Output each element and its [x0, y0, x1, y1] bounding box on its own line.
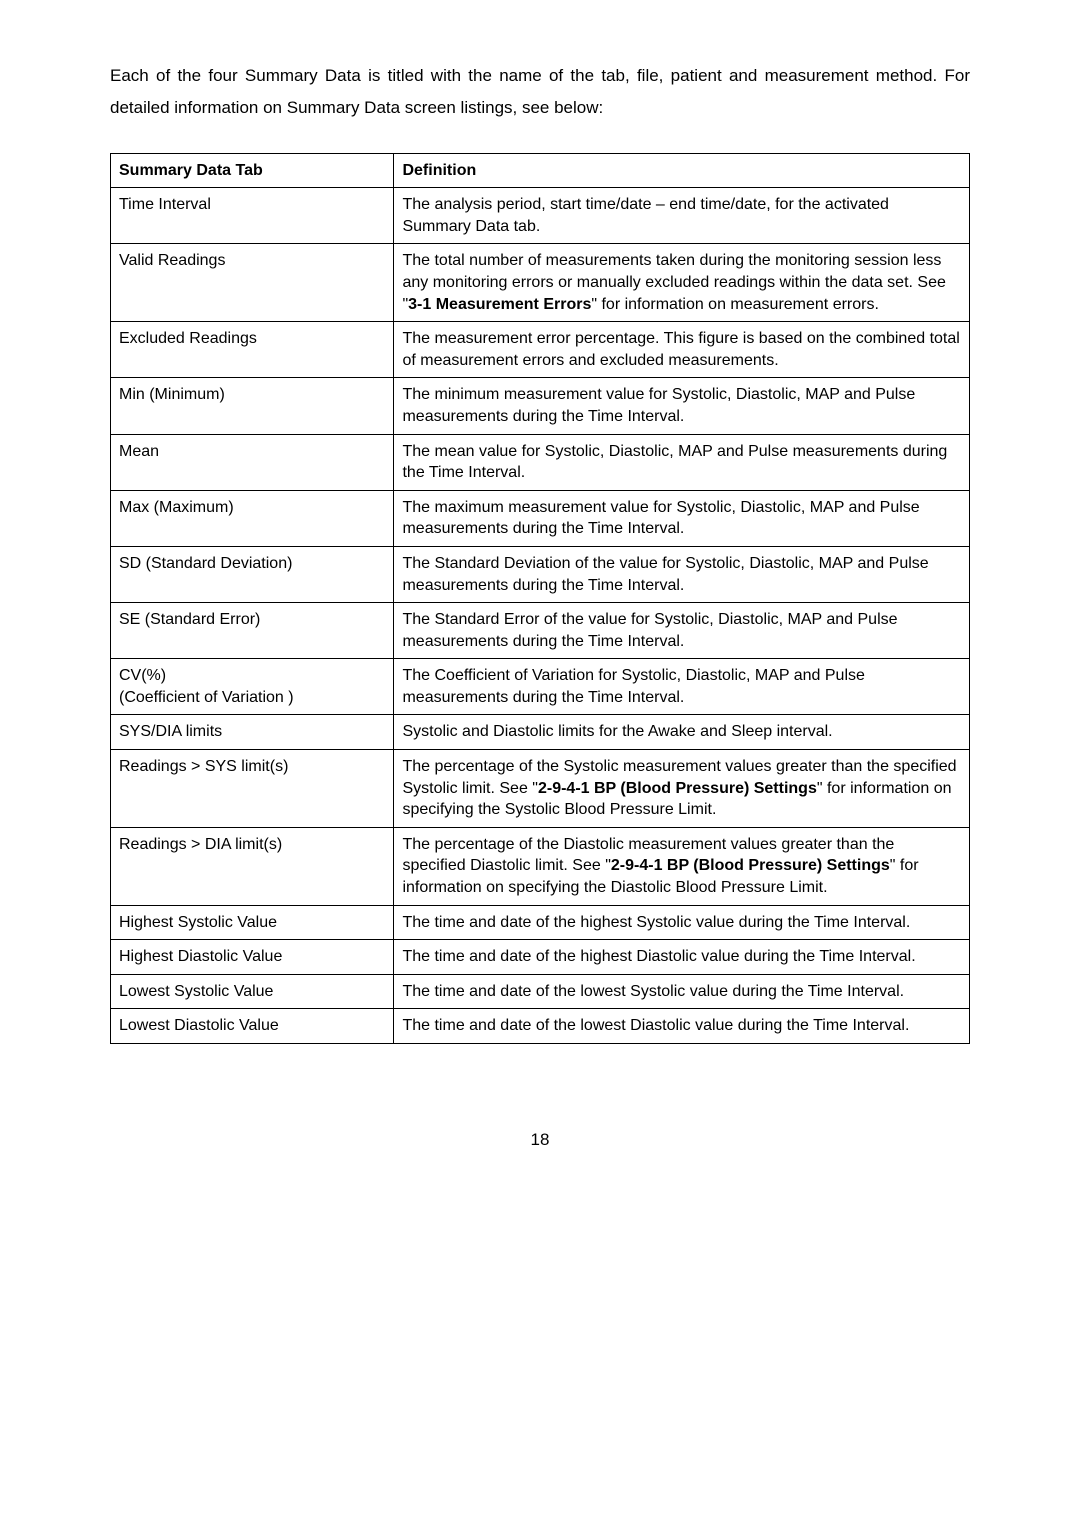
row-definition: The total number of measurements taken d… [394, 244, 970, 322]
table-row: SE (Standard Error)The Standard Error of… [111, 603, 970, 659]
row-definition: The percentage of the Diastolic measurem… [394, 827, 970, 905]
table-body: Time IntervalThe analysis period, start … [111, 188, 970, 1044]
row-definition: Systolic and Diastolic limits for the Aw… [394, 715, 970, 750]
row-definition: The time and date of the lowest Diastoli… [394, 1009, 970, 1044]
row-definition: The Standard Deviation of the value for … [394, 546, 970, 602]
row-label: Mean [111, 434, 394, 490]
row-label: Readings > DIA limit(s) [111, 827, 394, 905]
intro-paragraph: Each of the four Summary Data is titled … [110, 60, 970, 125]
row-label: SYS/DIA limits [111, 715, 394, 750]
bold-reference: 2-9-4-1 BP (Blood Pressure) Settings [538, 780, 817, 797]
table-row: Valid ReadingsThe total number of measur… [111, 244, 970, 322]
table-row: Readings > DIA limit(s)The percentage of… [111, 827, 970, 905]
table-row: Readings > SYS limit(s)The percentage of… [111, 750, 970, 828]
bold-reference: 3-1 Measurement Errors [408, 296, 591, 313]
page-number: 18 [110, 1124, 970, 1156]
summary-data-table: Summary Data Tab Definition Time Interva… [110, 153, 970, 1044]
row-label: Lowest Diastolic Value [111, 1009, 394, 1044]
table-row: Lowest Systolic ValueThe time and date o… [111, 974, 970, 1009]
row-definition: The measurement error percentage. This f… [394, 322, 970, 378]
row-definition: The mean value for Systolic, Diastolic, … [394, 434, 970, 490]
row-definition: The time and date of the highest Systoli… [394, 905, 970, 940]
table-row: Highest Systolic ValueThe time and date … [111, 905, 970, 940]
table-row: SYS/DIA limitsSystolic and Diastolic lim… [111, 715, 970, 750]
row-label: Excluded Readings [111, 322, 394, 378]
row-label: Lowest Systolic Value [111, 974, 394, 1009]
table-row: Highest Diastolic ValueThe time and date… [111, 940, 970, 975]
row-label: Readings > SYS limit(s) [111, 750, 394, 828]
row-definition: The minimum measurement value for Systol… [394, 378, 970, 434]
table-row: Max (Maximum)The maximum measurement val… [111, 490, 970, 546]
row-definition: The time and date of the lowest Systolic… [394, 974, 970, 1009]
table-header-row: Summary Data Tab Definition [111, 153, 970, 188]
row-label: Min (Minimum) [111, 378, 394, 434]
table-row: Min (Minimum)The minimum measurement val… [111, 378, 970, 434]
row-label: Highest Diastolic Value [111, 940, 394, 975]
row-label: Highest Systolic Value [111, 905, 394, 940]
header-summary-tab: Summary Data Tab [111, 153, 394, 188]
table-row: SD (Standard Deviation)The Standard Devi… [111, 546, 970, 602]
table-row: Excluded ReadingsThe measurement error p… [111, 322, 970, 378]
table-row: Lowest Diastolic ValueThe time and date … [111, 1009, 970, 1044]
row-label: Valid Readings [111, 244, 394, 322]
row-label: SD (Standard Deviation) [111, 546, 394, 602]
row-definition: The time and date of the highest Diastol… [394, 940, 970, 975]
row-definition: The percentage of the Systolic measureme… [394, 750, 970, 828]
bold-reference: 2-9-4-1 BP (Blood Pressure) Settings [611, 857, 890, 874]
row-label: Time Interval [111, 188, 394, 244]
row-label: CV(%)(Coefficient of Variation ) [111, 659, 394, 715]
row-definition: The analysis period, start time/date – e… [394, 188, 970, 244]
row-label: Max (Maximum) [111, 490, 394, 546]
row-definition: The Coefficient of Variation for Systoli… [394, 659, 970, 715]
table-row: MeanThe mean value for Systolic, Diastol… [111, 434, 970, 490]
row-label: SE (Standard Error) [111, 603, 394, 659]
header-definition: Definition [394, 153, 970, 188]
row-definition: The maximum measurement value for Systol… [394, 490, 970, 546]
row-definition: The Standard Error of the value for Syst… [394, 603, 970, 659]
table-row: Time IntervalThe analysis period, start … [111, 188, 970, 244]
table-row: CV(%)(Coefficient of Variation )The Coef… [111, 659, 970, 715]
